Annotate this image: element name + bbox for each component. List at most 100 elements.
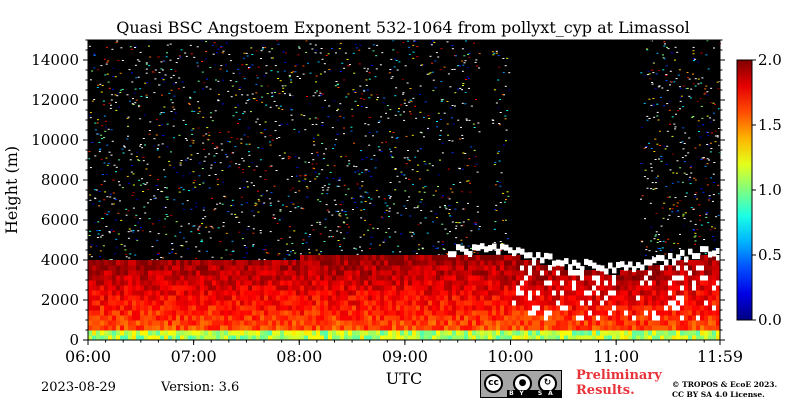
noise-point — [655, 73, 658, 75]
layer-cell — [632, 275, 637, 281]
noise-point — [674, 46, 677, 48]
noise-point — [329, 230, 332, 232]
noise-point — [423, 160, 426, 162]
noise-point — [401, 79, 404, 80]
noise-point — [491, 51, 494, 53]
layer-cell — [200, 265, 205, 271]
layer-cell — [588, 325, 593, 331]
noise-point — [315, 49, 318, 51]
layer-cell — [412, 255, 417, 261]
layer-cell — [172, 305, 177, 311]
layer-cell — [148, 320, 153, 326]
layer-cell — [204, 310, 209, 316]
noise-point — [375, 131, 378, 133]
layer-cell — [356, 310, 361, 316]
layer-cell — [444, 255, 449, 261]
noise-point — [110, 104, 112, 106]
noise-point — [126, 94, 129, 96]
noise-point — [149, 174, 152, 176]
layer-cell — [304, 260, 309, 266]
noise-point — [669, 169, 672, 171]
layer-cell — [420, 275, 425, 281]
layer-cell — [264, 325, 269, 331]
noise-point — [432, 245, 435, 247]
noise-point — [115, 101, 117, 103]
noise-point — [400, 171, 403, 173]
layer-cell — [492, 330, 497, 336]
layer-cell — [504, 260, 509, 266]
layer-cell — [268, 320, 273, 326]
noise-point — [202, 116, 205, 118]
layer-cell — [424, 330, 429, 336]
layer-cell — [316, 315, 321, 321]
layer-cell — [352, 275, 357, 281]
noise-point — [688, 137, 691, 139]
noise-point — [651, 83, 654, 85]
layer-cell — [468, 295, 473, 301]
layer-cell — [260, 330, 265, 336]
cc-icon: cc — [484, 374, 503, 393]
noise-point — [504, 115, 507, 117]
layer-cell — [572, 285, 577, 291]
layer-cell — [188, 290, 193, 296]
layer-cell — [612, 335, 617, 341]
noise-point — [399, 251, 402, 253]
layer-cell — [620, 270, 625, 276]
layer-cell — [132, 295, 137, 301]
layer-cell — [176, 280, 181, 286]
layer-cell — [284, 305, 289, 311]
layer-cell — [640, 310, 645, 316]
noise-point — [335, 52, 337, 54]
layer-cell — [100, 260, 105, 266]
layer-cell — [324, 300, 329, 306]
layer-cell — [280, 290, 285, 296]
layer-cell — [488, 320, 493, 326]
noise-point — [288, 254, 291, 256]
layer-cell — [640, 300, 645, 306]
layer-cell — [112, 320, 117, 326]
noise-point — [315, 163, 318, 165]
layer-cell — [300, 315, 305, 321]
noise-point — [705, 54, 708, 56]
layer-cell — [656, 275, 661, 281]
layer-cell — [512, 330, 517, 336]
noise-point — [440, 196, 443, 198]
noise-point — [161, 143, 164, 145]
noise-point — [686, 87, 689, 89]
noise-point — [274, 121, 277, 122]
layer-cell — [648, 315, 653, 321]
x-axis: 06:00 07:00 08:00 09:00 10:00 11:00 11:59 — [65, 40, 743, 366]
layer-cell — [168, 290, 173, 296]
layer-cell — [680, 270, 685, 276]
noise-point — [300, 207, 303, 209]
noise-point — [211, 44, 214, 46]
noise-point — [375, 159, 378, 161]
layer-cell — [500, 305, 505, 311]
layer-cell — [444, 320, 449, 326]
layer-cell — [464, 320, 469, 326]
layer-cell — [592, 320, 597, 326]
noise-point — [277, 107, 280, 109]
noise-point — [265, 252, 268, 254]
layer-cell — [280, 305, 285, 311]
layer-cell — [592, 310, 597, 316]
noise-point — [688, 179, 691, 181]
noise-point — [196, 62, 199, 64]
noise-point — [108, 87, 111, 89]
layer-cell — [516, 335, 521, 341]
layer-cell — [96, 270, 101, 276]
layer-cell — [384, 275, 389, 281]
noise-point — [319, 52, 322, 54]
layer-cell — [160, 320, 165, 326]
layer-cell — [564, 300, 569, 306]
layer-cell — [144, 275, 149, 281]
layer-cell — [240, 330, 245, 336]
noise-point — [163, 207, 165, 209]
layer-cell — [452, 300, 457, 306]
noise-point — [470, 105, 473, 107]
noise-point — [699, 219, 702, 221]
layer-cell — [456, 320, 461, 326]
layer-cell — [180, 285, 185, 291]
layer-cell — [552, 280, 557, 286]
layer-cell — [488, 325, 493, 331]
